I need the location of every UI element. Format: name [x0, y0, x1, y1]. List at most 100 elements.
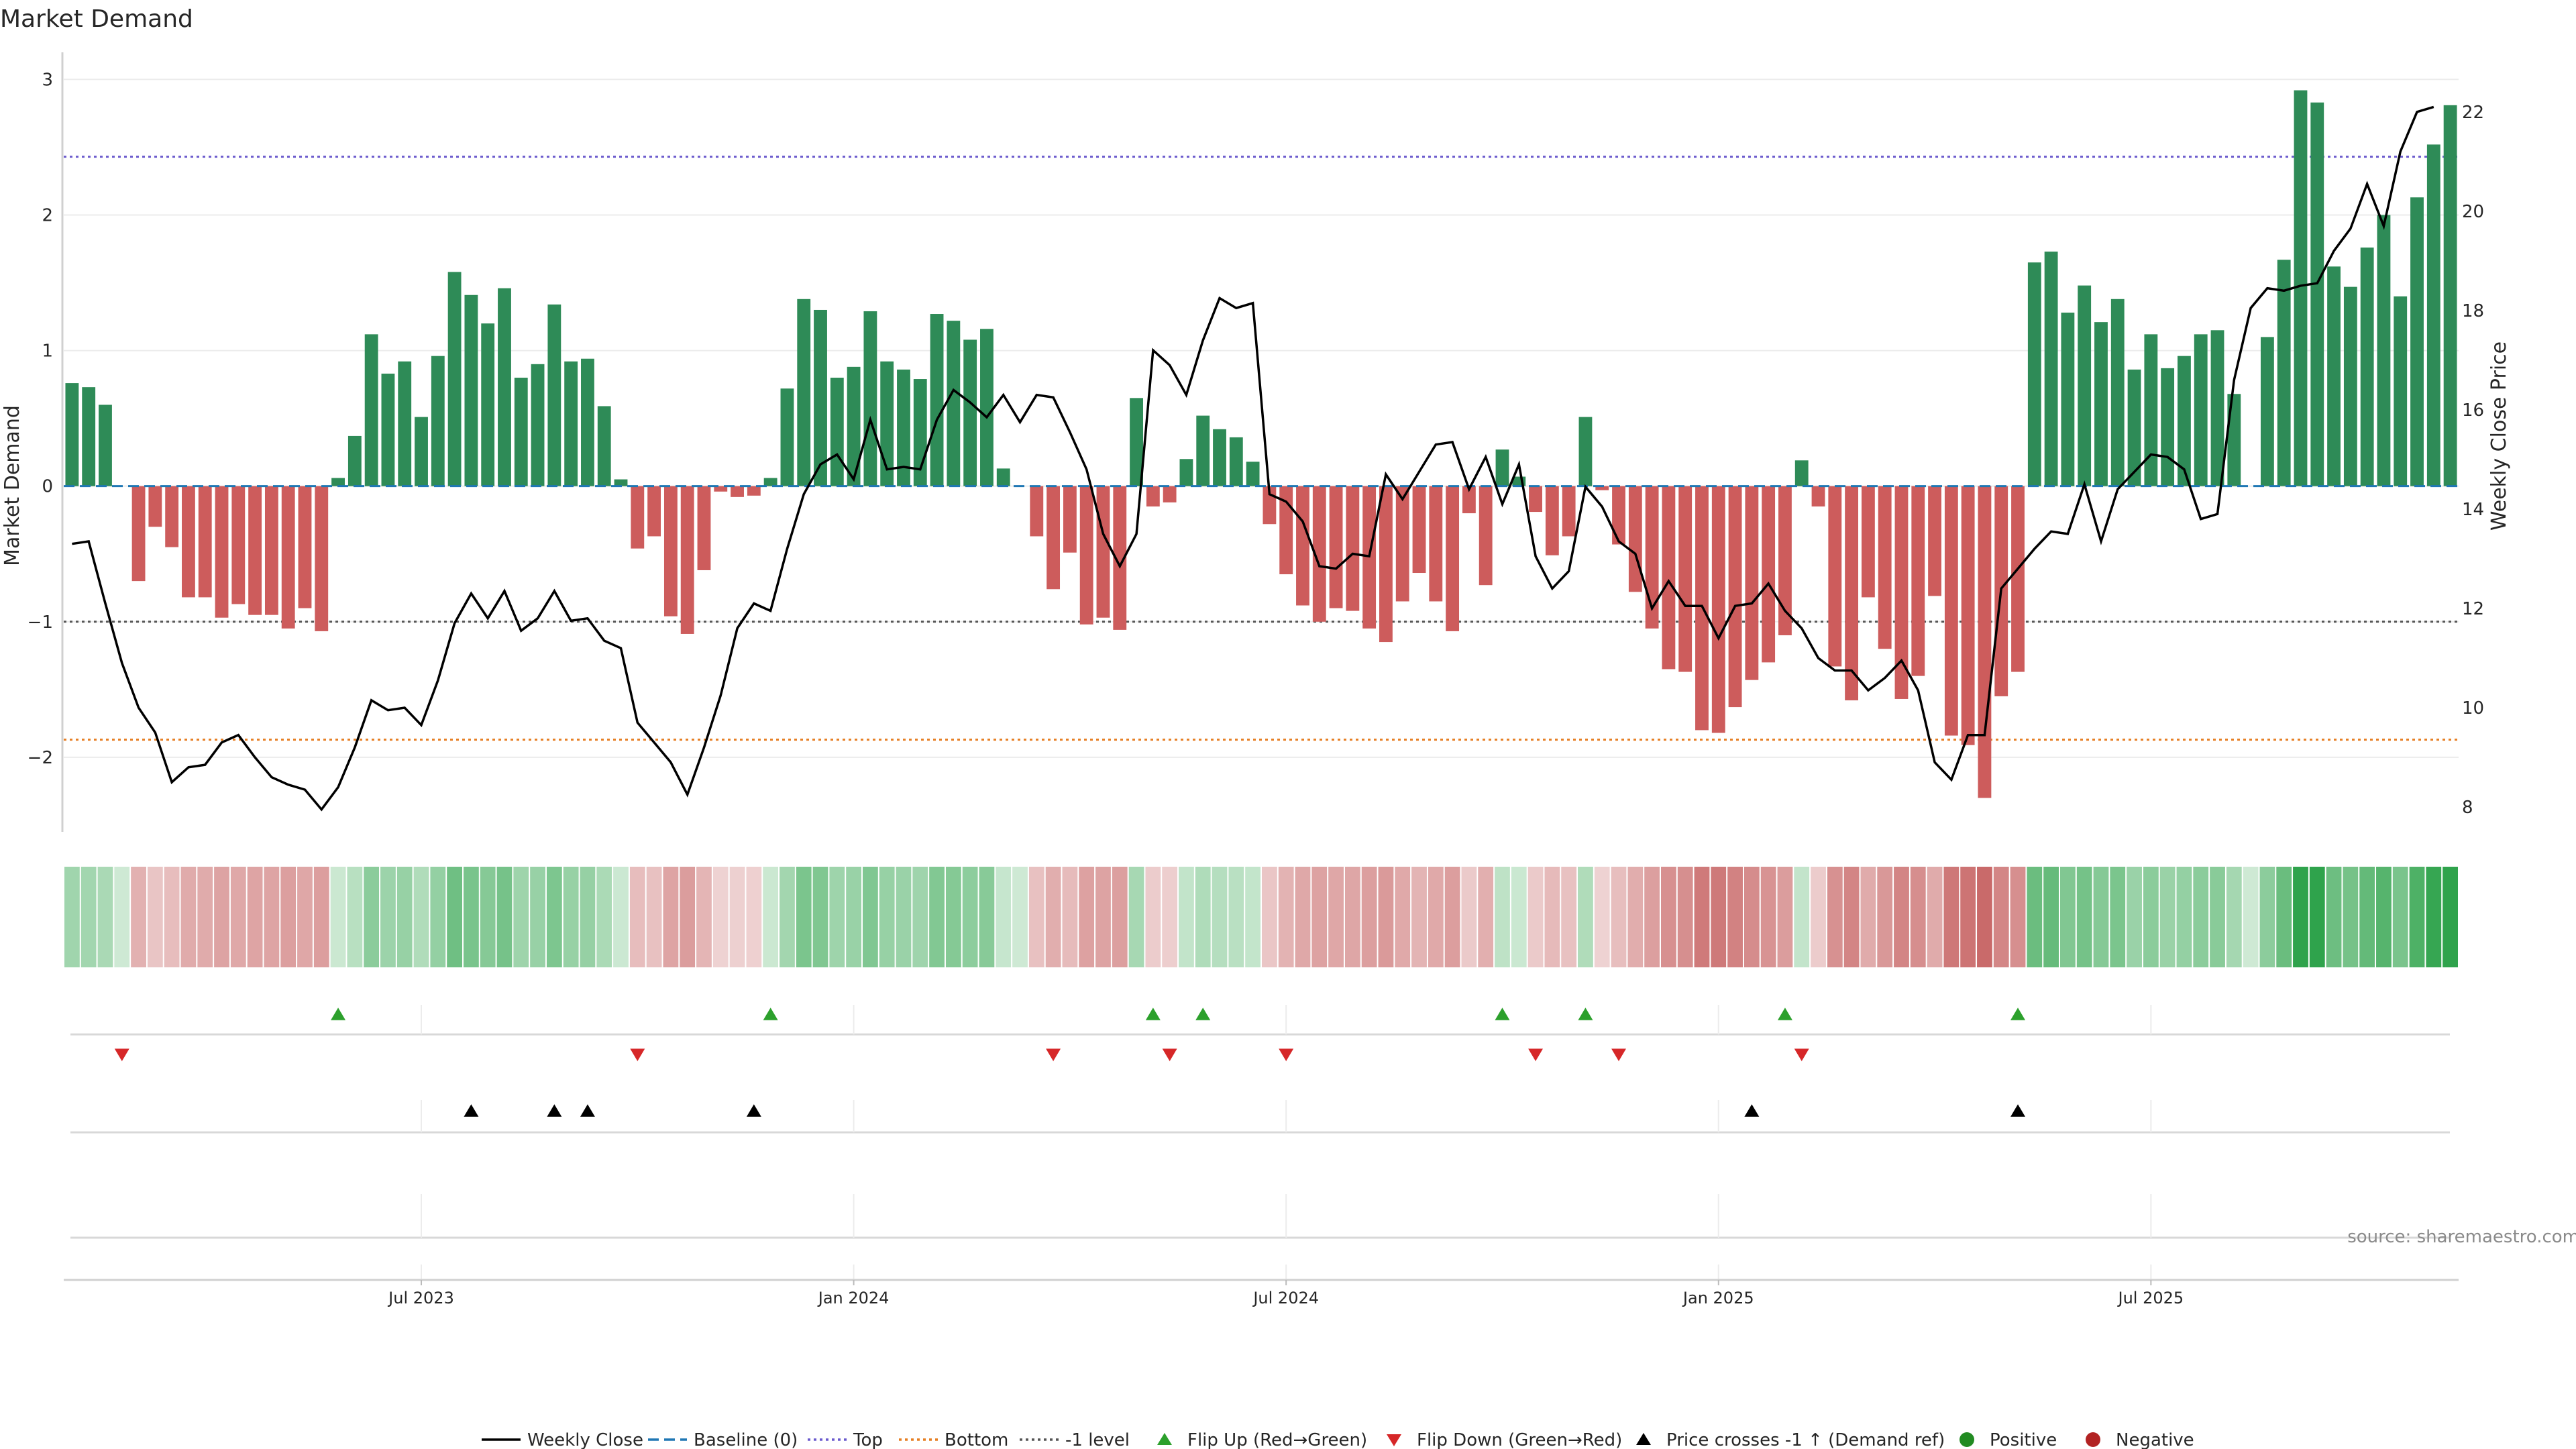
heat-cell [1894, 867, 1909, 967]
flip-down-marker [1611, 1049, 1627, 1061]
demand-bar [1828, 486, 1842, 667]
heat-cell [1544, 867, 1560, 967]
heat-cell [929, 867, 945, 967]
demand-bar [947, 321, 961, 486]
heat-cell [1694, 867, 1710, 967]
demand-bar [82, 387, 96, 486]
demand-bar [2144, 334, 2158, 486]
demand-bar [1545, 486, 1559, 555]
heat-cell [1627, 867, 1644, 967]
legend: Weekly Close Baseline (0) Top Bottom -1 leve… [482, 1430, 2194, 1449]
demand-bar [1279, 486, 1293, 575]
heat-cell [164, 867, 180, 967]
demand-bar [747, 486, 761, 496]
demand-bar [963, 339, 977, 486]
demand-bar [165, 486, 179, 547]
heat-cell [829, 867, 845, 967]
heat-cell [812, 867, 828, 967]
heat-cell [2309, 867, 2325, 967]
flip-down-marker [1162, 1049, 1177, 1061]
y-tick-label: 0 [42, 477, 53, 497]
heat-cell [2409, 867, 2425, 967]
heat-cell [1378, 867, 1394, 967]
heat-cell [1062, 867, 1078, 967]
heat-cell [763, 867, 779, 967]
heat-cell [197, 867, 213, 967]
heat-cell [1361, 867, 1377, 967]
demand-bar [1928, 486, 1941, 596]
demand-bar [131, 486, 146, 582]
demand-bar [1379, 486, 1393, 643]
demand-bar [2394, 296, 2408, 486]
demand-bar [680, 486, 694, 634]
heat-cell [979, 867, 995, 967]
demand-bar [315, 486, 329, 631]
heat-cell [2060, 867, 2076, 967]
demand-bar [1762, 486, 1776, 663]
heat-cell [2093, 867, 2109, 967]
x-tick-label: Jul 2023 [387, 1289, 454, 1307]
heat-cell [1112, 867, 1128, 967]
legend-swatch-flip-down [1387, 1434, 1401, 1446]
heat-cell [1095, 867, 1111, 967]
y2-tick-label: 12 [2462, 599, 2484, 619]
x-tick-labels: Jul 2023 Jan 2024 Jul 2024 Jan 2025 Jul 2025 [387, 1280, 2184, 1307]
heat-cell [1993, 867, 2009, 967]
heat-cell [1711, 867, 1727, 967]
demand-bar [65, 383, 79, 486]
y-tick-label: 1 [42, 341, 53, 362]
heat-cell [2210, 867, 2225, 967]
demand-bar [2161, 368, 2175, 486]
demand-bar [182, 486, 195, 598]
demand-bar [1046, 486, 1061, 590]
demand-bar [1063, 486, 1077, 553]
heat-cell [1344, 867, 1360, 967]
heat-cell [1045, 867, 1061, 967]
heat-cell [863, 867, 878, 967]
heat-cell [64, 867, 80, 967]
demand-bar [996, 468, 1010, 486]
heat-cell [264, 867, 280, 967]
legend-label: -1 level [1065, 1430, 1130, 1449]
heat-cell [2326, 867, 2342, 967]
demand-bar [481, 323, 495, 486]
heat-cell [1478, 867, 1494, 967]
heat-cell [945, 867, 961, 967]
heat-cell [1428, 867, 1444, 967]
heat-cell [962, 867, 978, 967]
demand-bar [1213, 429, 1226, 486]
heat-cell [1128, 867, 1144, 967]
legend-label: Baseline (0) [694, 1430, 798, 1449]
demand-bar [281, 486, 295, 629]
heat-cell [1162, 867, 1178, 967]
heat-cell [2343, 867, 2359, 967]
heat-cell [1578, 867, 1593, 967]
demand-bar [2277, 260, 2291, 486]
legend-label: Positive [1990, 1430, 2057, 1449]
demand-bar [1412, 486, 1426, 574]
heat-cell [2359, 867, 2375, 967]
demand-bar [1130, 398, 1143, 486]
flip-down-marker [114, 1049, 129, 1061]
demand-heat-strip [64, 867, 2458, 967]
demand-bar [2410, 197, 2424, 486]
heat-cell [1960, 867, 1976, 967]
heat-cell [712, 867, 729, 967]
demand-bar [431, 356, 445, 486]
heat-cell [413, 867, 429, 967]
demand-bar [2011, 486, 2025, 672]
demand-bar [597, 406, 611, 486]
demand-bar [930, 314, 944, 486]
legend-label: Flip Down (Green→Red) [1417, 1430, 1622, 1449]
heat-cell [780, 867, 795, 967]
heat-cell [896, 867, 912, 967]
price-cross-marker [547, 1104, 562, 1117]
y2-tick-label: 10 [2462, 698, 2484, 718]
demand-bar [631, 486, 645, 549]
heat-cell [1028, 867, 1044, 967]
demand-bar [2127, 369, 2141, 486]
heat-cell [1611, 867, 1627, 967]
heat-cell [2010, 867, 2026, 967]
demand-bar [2294, 90, 2308, 486]
